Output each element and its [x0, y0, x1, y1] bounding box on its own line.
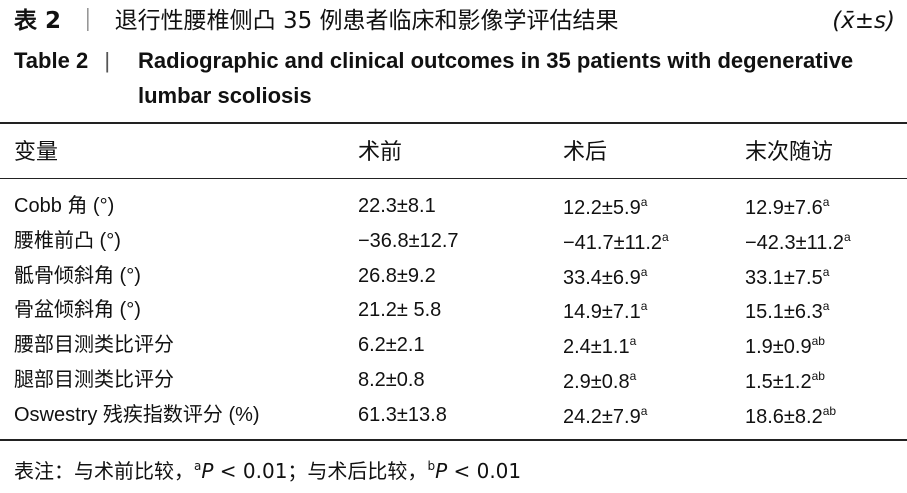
table-cell: 12.9±7.6a	[745, 196, 829, 218]
cell-sup: ab	[811, 369, 825, 383]
table-cell: 腿部目测类比评分	[14, 370, 174, 390]
cell-sup: a	[822, 195, 830, 209]
cell-text: 12.9±7.6	[745, 197, 823, 219]
cell-text: 14.9±7.1	[563, 301, 641, 324]
cell-text: 骨盆倾斜角 (°)	[14, 299, 141, 322]
cell-text: −36.8±12.7	[358, 229, 459, 252]
footnote-sup: a	[194, 459, 202, 473]
cell-text: 33.4±6.9	[563, 266, 641, 289]
cell-text: 骶骨倾斜角 (°)	[14, 264, 141, 287]
title-label: 表 2	[14, 8, 62, 34]
header-cell: 变量	[14, 139, 59, 164]
table-cell: 22.3±8.1	[358, 196, 436, 216]
table-cell: 2.4±1.1a	[563, 335, 636, 357]
table-cell: 1.9±0.9ab	[745, 335, 825, 357]
cell-sup: a	[662, 229, 669, 244]
cell-sup: ab	[822, 403, 837, 418]
footnote-text: < 0.01；与术后比较，	[213, 459, 428, 483]
table-cell: 33.4±6.9a	[563, 266, 647, 288]
title-en: Table 2 |	[14, 48, 111, 73]
cell-sup: a	[640, 195, 648, 209]
cell-sup: a	[640, 403, 648, 418]
table-cell: 33.1±7.5a	[745, 266, 829, 288]
title-text: 退行性腰椎侧凸 35 例患者临床和影像学评估结果	[114, 8, 619, 34]
table-cell: 12.2±5.9a	[563, 196, 647, 218]
cell-text: 61.3±13.8	[358, 403, 447, 426]
table-cell: Cobb 角 (°)	[14, 196, 114, 216]
table-cell: 1.5±1.2ab	[745, 370, 825, 392]
title-en-label: Table 2	[14, 48, 89, 73]
top-rule	[0, 122, 907, 124]
table-cell: −36.8±12.7	[358, 231, 459, 251]
cell-sup: a	[640, 264, 648, 279]
cell-sup: a	[844, 229, 851, 244]
footnote-sup: b	[427, 459, 436, 473]
footnote-text: < 0.01	[447, 459, 522, 483]
table-cell: 24.2±7.9a	[563, 405, 647, 427]
bottom-rule	[0, 439, 907, 441]
table-cell: 骶骨倾斜角 (°)	[14, 266, 141, 286]
footnote: 表注：与术前比较，aP < 0.01；与术后比较，bP < 0.01	[14, 460, 521, 481]
cell-text: 1.9±0.9	[745, 336, 812, 359]
cell-text: 22.3±8.1	[358, 195, 436, 217]
footnote-p: P	[435, 459, 448, 483]
cell-text: 18.6±8.2	[745, 405, 823, 428]
cell-text: −41.7±11.2	[563, 231, 663, 254]
cell-text: 2.4±1.1	[563, 336, 630, 359]
footnote-text: 表注：与术前比较，	[14, 459, 194, 483]
cell-text: 12.2±5.9	[563, 197, 641, 219]
title: 表 2 ｜ 退行性腰椎侧凸 35 例患者临床和影像学评估结果	[14, 8, 619, 34]
table-cell: 2.9±0.8a	[563, 370, 636, 392]
cell-text: Oswestry 残疾指数评分 (%)	[14, 403, 260, 426]
table-cell: 15.1±6.3a	[745, 300, 829, 322]
header-cell: 术前	[358, 139, 403, 164]
header-rule	[0, 178, 907, 179]
cell-text: 1.5±1.2	[745, 371, 812, 393]
table-cell: 14.9±7.1a	[563, 300, 647, 322]
cell-sup: a	[822, 299, 830, 314]
cell-sup: ab	[811, 334, 825, 349]
cell-text: −42.3±11.2	[745, 231, 845, 254]
cell-text: 2.9±0.8	[563, 371, 630, 393]
cell-sup: a	[822, 264, 830, 279]
cell-sup: a	[629, 334, 637, 349]
table-cell: 骨盆倾斜角 (°)	[14, 300, 141, 320]
footnote-p: P	[201, 459, 214, 483]
table-cell: 腰部目测类比评分	[14, 335, 174, 355]
cell-sup: a	[629, 369, 637, 383]
cell-text: 15.1±6.3	[745, 301, 823, 324]
cell-text: 腿部目测类比评分	[14, 369, 174, 391]
cell-text: 24.2±7.9	[563, 405, 641, 428]
cell-text: 腰椎前凸 (°)	[14, 229, 121, 252]
table-cell: 腰椎前凸 (°)	[14, 231, 121, 251]
cell-text: 腰部目测类比评分	[14, 334, 174, 357]
cell-text: 6.2±2.1	[358, 334, 425, 357]
cell-text: 26.8±9.2	[358, 264, 436, 287]
header-cell: 术后	[563, 139, 608, 164]
table-cell: 61.3±13.8	[358, 405, 447, 425]
table-cell: 6.2±2.1	[358, 335, 425, 355]
table-cell: Oswestry 残疾指数评分 (%)	[14, 405, 260, 425]
title-en-text: Radiographic and clinical outcomes in 35…	[138, 48, 854, 108]
cell-text: 8.2±0.8	[358, 369, 425, 391]
table-cell: 21.2± 5.8	[358, 300, 441, 320]
header-cell: 末次随访	[745, 139, 834, 164]
cell-sup: a	[640, 299, 648, 314]
table-cell: 8.2±0.8	[358, 370, 425, 390]
cell-text: 33.1±7.5	[745, 266, 823, 289]
table-cell: −41.7±11.2a	[563, 231, 669, 253]
table-cell: 18.6±8.2ab	[745, 405, 836, 427]
stat-note: (x̄±s)	[832, 8, 895, 34]
cell-text: 21.2± 5.8	[358, 299, 442, 322]
cell-text: Cobb 角 (°)	[14, 195, 115, 217]
table-cell: −42.3±11.2a	[745, 231, 851, 253]
table-cell: 26.8±9.2	[358, 266, 436, 286]
